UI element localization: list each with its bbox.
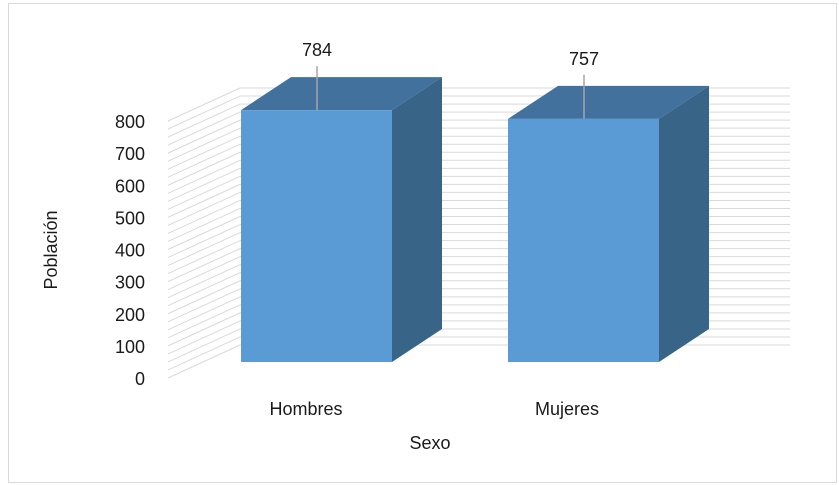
- side-gridline: [167, 127, 241, 162]
- y-tick-label: 200: [115, 305, 145, 325]
- side-gridline: [167, 119, 241, 154]
- side-gridline: [167, 312, 241, 347]
- side-gridline: [167, 296, 241, 331]
- y-tick-label: 300: [115, 273, 145, 293]
- data-label: 757: [569, 49, 599, 69]
- side-gridline: [167, 336, 241, 371]
- y-axis-title: Población: [41, 210, 61, 289]
- data-label: 784: [302, 40, 332, 60]
- bar-top-face: [241, 77, 442, 111]
- bar-front-face: [508, 118, 659, 362]
- y-tick-label: 0: [135, 369, 145, 389]
- bars: 784 757: [241, 40, 709, 362]
- side-gridline: [167, 224, 241, 258]
- side-gridline: [167, 151, 241, 186]
- side-gridline: [167, 240, 241, 275]
- side-gridline: [167, 143, 241, 178]
- side-wall-gridlines: [167, 87, 241, 379]
- x-axis-title: Sexo: [409, 433, 450, 453]
- side-gridline: [167, 175, 241, 210]
- bar-side-face: [392, 77, 442, 362]
- side-gridline: [167, 103, 241, 138]
- side-gridline: [167, 320, 241, 355]
- y-tick-label: 600: [115, 176, 145, 196]
- side-gridline: [167, 248, 241, 283]
- x-tick-label: Mujeres: [535, 399, 599, 419]
- side-gridline: [167, 216, 241, 250]
- side-gridline: [167, 344, 241, 379]
- side-gridline: [167, 159, 241, 194]
- x-axis-ticks: Hombres Mujeres: [269, 399, 599, 419]
- side-gridline: [167, 199, 241, 234]
- y-axis-ticks: 0 100 200 300 400 500 600 700 800: [115, 112, 145, 389]
- side-gridline: [167, 256, 241, 291]
- side-gridline: [167, 304, 241, 339]
- bar-hombres: 784: [241, 40, 442, 362]
- side-gridline: [167, 232, 241, 267]
- side-gridline: [167, 111, 241, 146]
- y-tick-label: 500: [115, 208, 145, 228]
- side-gridline: [167, 264, 241, 299]
- y-tick-label: 800: [115, 112, 145, 132]
- side-gridline: [167, 328, 241, 363]
- y-tick-label: 700: [115, 144, 145, 164]
- bar-side-face: [659, 85, 709, 362]
- side-gridline: [167, 280, 241, 315]
- bar-front-face: [241, 110, 392, 362]
- side-gridline: [167, 272, 241, 307]
- bar-mujeres: 757: [508, 49, 709, 362]
- side-gridline: [167, 87, 241, 122]
- side-gridline: [167, 288, 241, 323]
- x-tick-label: Hombres: [269, 399, 342, 419]
- side-gridline: [167, 191, 241, 226]
- y-tick-label: 400: [115, 241, 145, 261]
- side-gridline: [167, 135, 241, 170]
- bar-top-face: [508, 85, 709, 119]
- side-gridline: [167, 167, 241, 202]
- side-gridline: [167, 95, 241, 130]
- side-gridline: [167, 208, 241, 242]
- side-gridline: [167, 183, 241, 218]
- y-tick-label: 100: [115, 337, 145, 357]
